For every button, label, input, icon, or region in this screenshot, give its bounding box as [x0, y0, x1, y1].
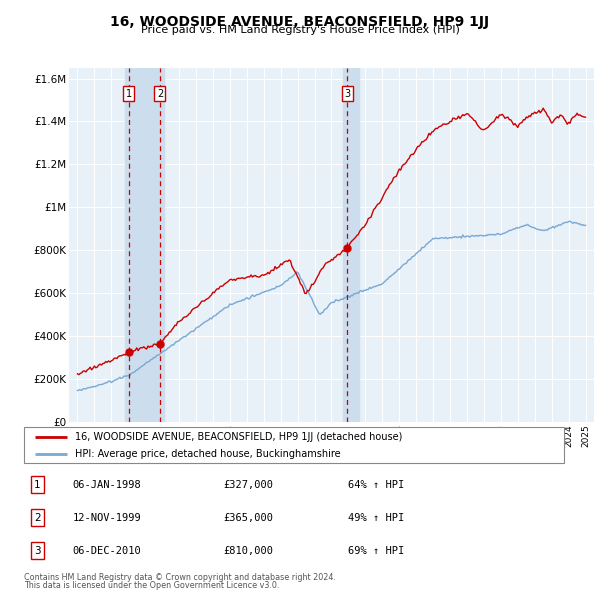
Text: 1: 1 [34, 480, 41, 490]
Text: 3: 3 [34, 546, 41, 556]
Text: HPI: Average price, detached house, Buckinghamshire: HPI: Average price, detached house, Buck… [76, 449, 341, 459]
Text: 16, WOODSIDE AVENUE, BEACONSFIELD, HP9 1JJ (detached house): 16, WOODSIDE AVENUE, BEACONSFIELD, HP9 1… [76, 432, 403, 442]
Bar [125, 68, 164, 422]
Text: 12-NOV-1999: 12-NOV-1999 [73, 513, 142, 523]
Text: Contains HM Land Registry data © Crown copyright and database right 2024.: Contains HM Land Registry data © Crown c… [24, 573, 336, 582]
Text: 64% ↑ HPI: 64% ↑ HPI [348, 480, 404, 490]
Text: Price paid vs. HM Land Registry's House Price Index (HPI): Price paid vs. HM Land Registry's House … [140, 25, 460, 35]
FancyBboxPatch shape [24, 427, 564, 463]
Text: 3: 3 [344, 88, 350, 99]
Text: 69% ↑ HPI: 69% ↑ HPI [348, 546, 404, 556]
Text: This data is licensed under the Open Government Licence v3.0.: This data is licensed under the Open Gov… [24, 581, 280, 590]
Text: 16, WOODSIDE AVENUE, BEACONSFIELD, HP9 1JJ: 16, WOODSIDE AVENUE, BEACONSFIELD, HP9 1… [110, 15, 490, 29]
Text: £810,000: £810,000 [224, 546, 274, 556]
Text: 49% ↑ HPI: 49% ↑ HPI [348, 513, 404, 523]
Text: £327,000: £327,000 [224, 480, 274, 490]
Text: 1: 1 [126, 88, 132, 99]
Text: 2: 2 [34, 513, 41, 523]
Bar [343, 68, 359, 422]
Text: 06-DEC-2010: 06-DEC-2010 [73, 546, 142, 556]
Text: £365,000: £365,000 [224, 513, 274, 523]
Text: 06-JAN-1998: 06-JAN-1998 [73, 480, 142, 490]
Text: 2: 2 [157, 88, 163, 99]
